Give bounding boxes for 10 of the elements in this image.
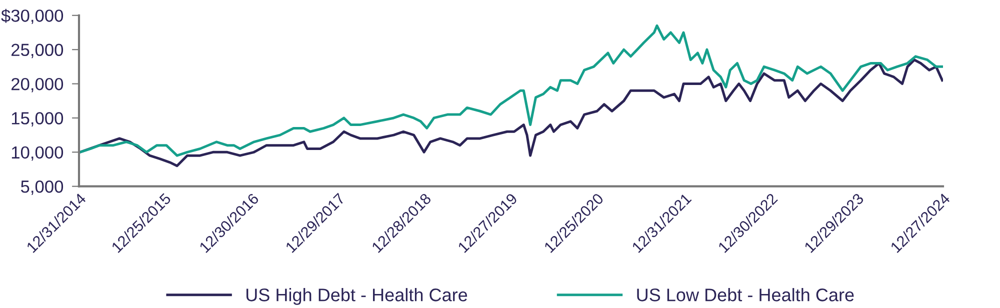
legend-label: US High Debt - Health Care	[246, 288, 468, 305]
y-tick-label: 10,000	[12, 146, 64, 161]
y-tick-label: 20,000	[12, 78, 64, 92]
y-tick-label: 15,000	[12, 112, 64, 126]
y-tick-label: 5,000	[20, 180, 64, 195]
y-tick-label: 25,000	[12, 44, 64, 58]
legend-label: US Low Debt - Health Care	[637, 288, 854, 302]
line-series	[79, 24, 943, 157]
line-series	[79, 58, 943, 168]
y-tick-label: $30,000	[1, 8, 64, 24]
